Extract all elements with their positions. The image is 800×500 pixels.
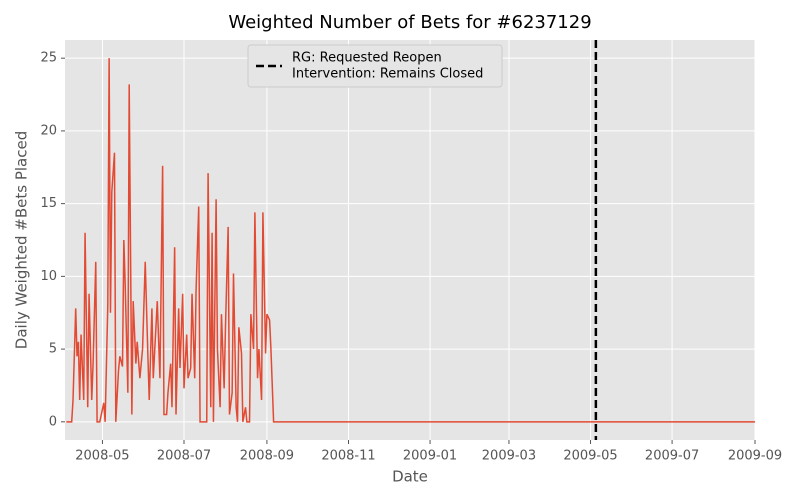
legend-box <box>247 44 503 88</box>
x-tick-label: 2009-09 <box>728 449 782 464</box>
y-tick-label: 20 <box>40 123 57 138</box>
legend-label: Intervention: Remains Closed <box>292 67 483 82</box>
y-tick-label: 25 <box>40 51 57 66</box>
x-tick-label: 2009-07 <box>645 449 699 464</box>
x-tick-label: 2008-11 <box>321 449 375 464</box>
x-axis-label: Date <box>392 468 428 486</box>
x-tick-label: 2008-09 <box>240 449 294 464</box>
legend-label: RG: Requested Reopen <box>292 51 442 66</box>
y-tick-label: 0 <box>49 414 57 429</box>
plot-area <box>65 40 755 440</box>
y-tick-label: 5 <box>49 342 57 357</box>
y-axis-label: Daily Weighted #Bets Placed <box>13 131 31 349</box>
y-tick-label: 10 <box>40 269 57 284</box>
y-tick-label: 15 <box>40 196 57 211</box>
x-tick-label: 2008-05 <box>75 449 129 464</box>
chart-title: Weighted Number of Bets for #6237129 <box>228 12 591 33</box>
x-tick-label: 2009-01 <box>403 449 457 464</box>
x-tick-label: 2009-03 <box>482 449 536 464</box>
data-line <box>66 58 755 423</box>
x-tick-label: 2008-07 <box>157 449 211 464</box>
x-tick-label: 2009-05 <box>563 449 617 464</box>
